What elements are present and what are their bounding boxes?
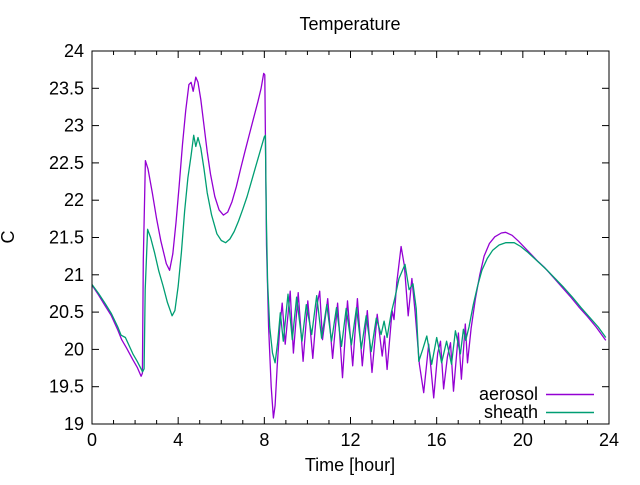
- x-tick-label: 24: [599, 430, 619, 450]
- y-tick-label: 22.5: [49, 153, 84, 173]
- plot-area: 0 4 8 12 16 20 24 19 19.5 20 20.5 21 21.5 22 22.5 23 23.…: [49, 41, 619, 450]
- x-tick-label: 16: [427, 430, 447, 450]
- y-tick-label: 23: [64, 116, 84, 136]
- y-tick-label: 20: [64, 339, 84, 359]
- plot-border: [91, 50, 610, 425]
- series-aerosol-line: [91, 72, 607, 419]
- y-tick-label: 19: [64, 414, 84, 434]
- chart-title: Temperature: [299, 14, 400, 34]
- y-tick-label: 19.5: [49, 377, 84, 397]
- x-tick-label: 0: [87, 430, 97, 450]
- x-tick-label: 12: [340, 430, 360, 450]
- x-tick-label: 20: [513, 430, 533, 450]
- y-tick-label: 24: [64, 41, 84, 61]
- legend: aerosol sheath: [479, 384, 594, 422]
- legend-label-sheath: sheath: [484, 402, 538, 422]
- y-tick-label: 21: [64, 265, 84, 285]
- y-tick-label: 20.5: [49, 302, 84, 322]
- y-tick-label: 22: [64, 190, 84, 210]
- y-axis-label: C: [0, 231, 18, 244]
- x-tick-label: 4: [173, 430, 183, 450]
- x-axis-label: Time [hour]: [305, 455, 395, 475]
- y-tick-label: 23.5: [49, 78, 84, 98]
- series-sheath-line: [91, 134, 607, 373]
- legend-label-aerosol: aerosol: [479, 384, 538, 404]
- x-tick-label: 8: [259, 430, 269, 450]
- y-tick-label: 21.5: [49, 228, 84, 248]
